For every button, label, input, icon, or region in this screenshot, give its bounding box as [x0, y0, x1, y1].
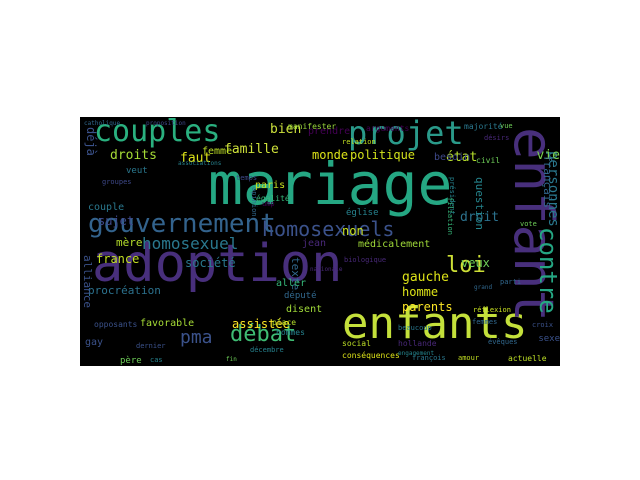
- cloud-word: couples: [94, 117, 221, 149]
- cloud-word: enfants: [342, 298, 528, 349]
- cloud-word: médicalement: [358, 239, 431, 250]
- cloud-word: arguments: [366, 124, 410, 133]
- cloud-word: père: [120, 356, 142, 366]
- cloud-word: monde: [312, 148, 349, 162]
- cloud-word: sexe: [538, 334, 560, 344]
- cloud-word: france: [96, 252, 140, 266]
- cloud-word: français: [541, 155, 554, 208]
- cloud-word: député: [284, 291, 317, 301]
- cloud-word: besoin: [434, 152, 471, 163]
- cloud-word: catholique: [84, 120, 121, 127]
- cloud-word: question: [473, 177, 486, 230]
- cloud-word: hollande: [398, 339, 437, 348]
- cloud-word: égalité: [256, 194, 290, 203]
- cloud-word: femme: [202, 146, 233, 157]
- cloud-word: filiation: [446, 197, 454, 235]
- cloud-word: opposants: [94, 320, 138, 329]
- cloud-word: mère: [116, 236, 143, 249]
- cloud-word: alliance: [81, 255, 94, 308]
- cloud-word: femmes: [472, 318, 498, 326]
- cloud-word: église: [346, 208, 379, 218]
- cloud-word: disent: [286, 304, 323, 315]
- cloud-word: veux: [461, 256, 490, 270]
- cloud-word: gouvernement: [88, 209, 276, 239]
- cloud-word: homosexuels: [262, 217, 395, 241]
- cloud-word: politique: [350, 148, 416, 162]
- cloud-word: gauche: [402, 270, 449, 285]
- cloud-word: parti: [500, 278, 522, 286]
- cloud-word: biologique: [344, 256, 387, 264]
- cloud-word: procréation: [88, 284, 161, 297]
- cloud-word: croix: [532, 321, 554, 329]
- cloud-word: vote: [520, 220, 537, 228]
- cloud-word: homme: [402, 285, 439, 299]
- cloud-word: hommes: [276, 328, 305, 337]
- cloud-word: désirs: [484, 134, 510, 142]
- cloud-word: contre: [534, 227, 560, 314]
- cloud-word: débat: [230, 322, 297, 347]
- cloud-word: pma: [180, 327, 213, 348]
- cloud-word: réflexion: [473, 306, 511, 314]
- cloud-word: amour: [458, 354, 480, 362]
- cloud-word: beaucoup: [398, 324, 432, 332]
- cloud-word: faut: [180, 151, 212, 166]
- cloud-word: opinion: [250, 187, 258, 217]
- cloud-word: couple: [88, 202, 125, 213]
- cloud-word: famille: [224, 142, 279, 157]
- cloud-word: françois: [412, 354, 446, 362]
- cloud-word: ump: [262, 200, 275, 208]
- cloud-word: non: [342, 224, 364, 238]
- cloud-word: homosexuel: [142, 234, 239, 253]
- cloud-word: favorable: [140, 318, 195, 329]
- cloud-word: manifester: [288, 122, 337, 131]
- cloud-word: aller: [276, 278, 307, 289]
- cloud-word: sujet: [98, 214, 135, 228]
- cloud-word: loi: [446, 253, 486, 278]
- cloud-word: vue: [500, 122, 513, 130]
- cloud-word: dernier: [136, 342, 166, 350]
- cloud-word: actuelle: [508, 354, 547, 363]
- cloud-word: décembre: [250, 346, 284, 354]
- cloud-word: droits: [110, 148, 157, 163]
- cloud-word: conséquences: [342, 351, 400, 360]
- cloud-word: déjà: [84, 127, 98, 156]
- cloud-word: assistée: [232, 317, 290, 331]
- word-cloud: mariage adoption enfants enfant couples proje…: [80, 117, 560, 366]
- cloud-word: social: [342, 339, 371, 348]
- cloud-word: paris: [255, 180, 286, 191]
- cloud-word: projet: [348, 117, 464, 152]
- cloud-word: bien: [270, 122, 302, 137]
- cloud-word: temps: [236, 174, 258, 182]
- cloud-word: veut: [126, 166, 148, 176]
- cloud-word: associations: [178, 160, 222, 167]
- cloud-word: adoption: [92, 234, 343, 294]
- cloud-word: proposition: [146, 120, 186, 127]
- cloud-word: prendre: [308, 126, 351, 137]
- cloud-word: société: [185, 256, 236, 270]
- cloud-word: engagement: [398, 350, 435, 357]
- cloud-word: parents: [402, 300, 453, 314]
- cloud-word: groupes: [102, 178, 132, 186]
- cloud-word: mariage: [208, 150, 453, 218]
- cloud-word: place: [272, 318, 297, 327]
- cloud-word: droit: [460, 210, 500, 225]
- cloud-word: gay: [85, 337, 104, 348]
- cloud-word: jean: [302, 238, 327, 249]
- cloud-word: nationale: [310, 266, 343, 273]
- cloud-word: fin: [226, 356, 237, 363]
- cloud-word: cas: [150, 356, 163, 364]
- cloud-word: grand: [474, 284, 493, 291]
- cloud-word: évêques: [488, 338, 518, 346]
- cloud-word: vie: [536, 148, 560, 163]
- cloud-word: majorité: [464, 122, 503, 131]
- cloud-word: civil: [476, 156, 501, 165]
- cloud-word: état: [446, 150, 478, 165]
- cloud-word: relation: [342, 138, 376, 146]
